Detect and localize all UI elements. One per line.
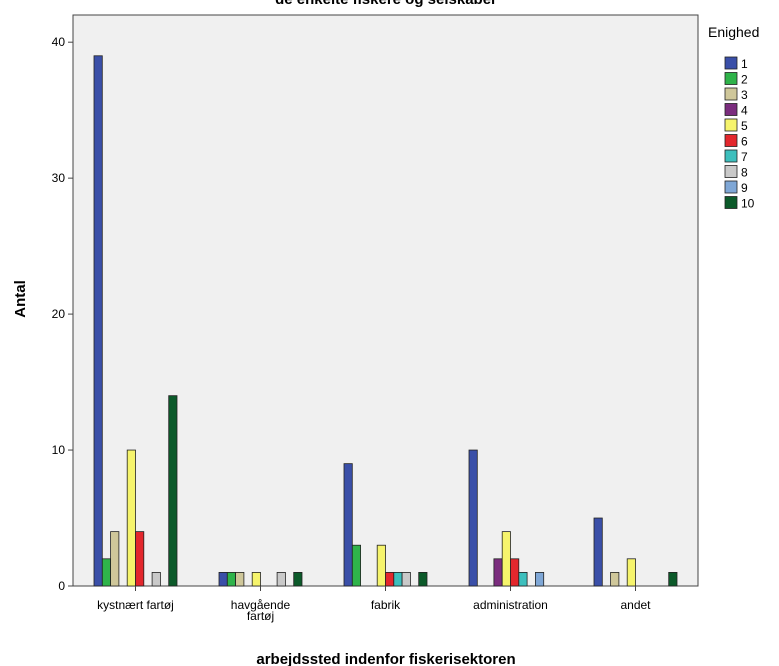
legend-label: 9 <box>741 181 748 195</box>
y-tick-label: 40 <box>52 35 66 49</box>
legend-label: 4 <box>741 104 748 118</box>
legend-swatch <box>724 87 738 101</box>
bar <box>385 572 395 587</box>
y-tick-label: 20 <box>52 307 66 321</box>
x-tick-label: kystnært fartøj <box>97 598 174 612</box>
bar <box>151 572 161 587</box>
bar <box>343 463 353 587</box>
bar <box>218 572 228 587</box>
bar <box>593 517 603 587</box>
y-tick-label: 30 <box>52 171 66 185</box>
bar <box>135 531 145 587</box>
y-axis-title: Antal <box>12 280 29 318</box>
x-tick-label: administration <box>473 598 548 612</box>
legend-swatch <box>724 196 738 209</box>
bar <box>126 449 136 587</box>
plot-area <box>72 14 699 587</box>
bar <box>351 544 361 587</box>
legend-label: 5 <box>741 119 748 133</box>
bar <box>610 572 620 587</box>
legend-label: 3 <box>741 88 748 102</box>
legend-swatch <box>724 180 738 194</box>
bar <box>226 572 237 587</box>
bar <box>276 572 286 587</box>
legend-title: Enighed <box>708 24 759 40</box>
bar <box>93 55 103 587</box>
bar <box>668 572 678 587</box>
bar <box>293 572 303 587</box>
bar <box>418 572 428 587</box>
x-axis-title: arbejdssted indenfor fiskerisektoren <box>256 651 515 666</box>
legend-swatch <box>724 103 738 116</box>
legend-label: 7 <box>741 150 748 164</box>
bar <box>110 531 120 587</box>
bar <box>468 449 478 587</box>
legend-label: 6 <box>741 135 748 149</box>
bar <box>101 558 112 587</box>
bar <box>235 572 245 587</box>
x-tick-label: fabrik <box>371 598 401 612</box>
bar <box>493 558 503 587</box>
bar <box>168 395 178 587</box>
legend-swatch <box>724 134 738 147</box>
legend-label: 1 <box>741 57 748 71</box>
legend-swatch <box>724 165 738 178</box>
y-axis: 0 10 20 30 40 <box>52 35 73 593</box>
bar <box>626 558 636 587</box>
bar <box>501 531 511 587</box>
bar <box>401 572 411 587</box>
x-tick-label: havgående <box>231 598 291 612</box>
legend-swatch <box>724 149 738 163</box>
legend-swatch <box>724 56 738 70</box>
legend-label: 8 <box>741 166 748 180</box>
legend-label: 2 <box>741 73 748 87</box>
legend: Enighed 1 23 45 67 89 10 <box>708 24 759 211</box>
x-tick-label: fartøj <box>247 609 274 623</box>
legend-swatch <box>724 72 738 85</box>
bar <box>393 572 403 587</box>
legend-label: 10 <box>741 197 755 211</box>
bar <box>251 572 261 587</box>
bar <box>376 544 386 587</box>
y-tick-label: 10 <box>52 443 66 457</box>
bars-group <box>93 55 678 587</box>
bar <box>535 572 545 587</box>
y-tick-label: 0 <box>58 579 65 593</box>
chart-title: de enkelte fiskere og selskaber <box>275 0 497 8</box>
bar <box>518 572 528 587</box>
bar <box>510 558 520 587</box>
legend-swatch <box>724 118 738 132</box>
x-tick-label: andet <box>620 598 651 612</box>
